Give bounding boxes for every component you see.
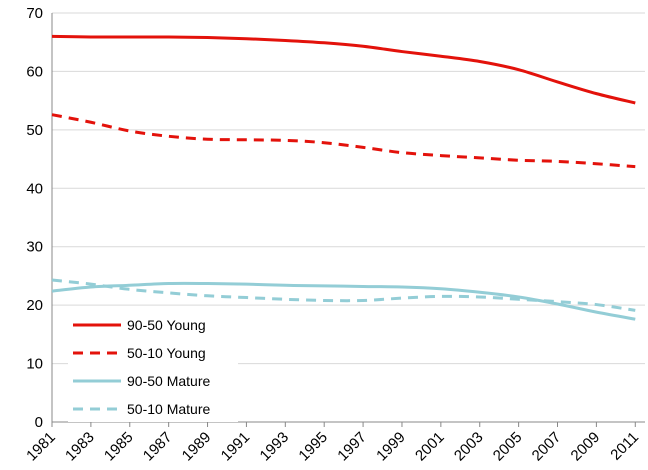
x-tick-label-2001: 2001 bbox=[412, 429, 448, 465]
series-lines bbox=[51, 34, 636, 321]
x-tick-label-1987: 1987 bbox=[140, 429, 176, 465]
series-line-50-10-young bbox=[51, 113, 636, 169]
x-tick-label-2003: 2003 bbox=[451, 429, 487, 465]
series-line-50-10-mature bbox=[51, 278, 636, 312]
legend: 90-50 Young 50-10 Young 90-50 Mature 50-10 … bbox=[68, 312, 238, 422]
x-tick-label-2009: 2009 bbox=[568, 429, 604, 465]
y-tick-label-20: 20 bbox=[26, 297, 43, 314]
y-tick-label-50: 50 bbox=[26, 122, 43, 139]
x-tick-label-2007: 2007 bbox=[529, 429, 565, 465]
legend-background bbox=[68, 312, 238, 422]
y-tick-label-0: 0 bbox=[35, 414, 43, 431]
legend-label-90-50-young: 90-50 Young bbox=[127, 317, 206, 333]
x-tick-label-1981: 1981 bbox=[23, 429, 59, 465]
x-tick-label-1997: 1997 bbox=[334, 429, 370, 465]
x-tick-label-1983: 1983 bbox=[62, 429, 98, 465]
series-line-90-50-young bbox=[51, 34, 636, 105]
x-tick-label-2005: 2005 bbox=[490, 429, 526, 465]
legend-label-50-10-young: 50-10 Young bbox=[127, 345, 206, 361]
y-tick-label-10: 10 bbox=[26, 356, 43, 373]
x-tick-label-1985: 1985 bbox=[101, 429, 137, 465]
x-tick-label-1993: 1993 bbox=[257, 429, 293, 465]
series-line-90-50-mature bbox=[51, 281, 636, 321]
legend-label-90-50-mature: 90-50 Mature bbox=[127, 373, 210, 389]
gridlines bbox=[52, 12, 645, 365]
x-tick-label-1989: 1989 bbox=[179, 429, 215, 465]
legend-label-50-10-mature: 50-10 Mature bbox=[127, 401, 210, 417]
x-tick-labels: 1981 1983 1985 1987 1989 1991 1993 1995 1997 1999… bbox=[23, 429, 642, 465]
y-tick-label-70: 70 bbox=[26, 5, 43, 22]
y-tick-label-30: 30 bbox=[26, 239, 43, 256]
x-tick-label-1995: 1995 bbox=[295, 429, 331, 465]
x-tick-label-2011: 2011 bbox=[607, 429, 642, 464]
y-tick-label-40: 40 bbox=[26, 180, 43, 197]
y-tick-label-60: 60 bbox=[26, 63, 43, 80]
y-tick-labels: 0 10 20 30 40 50 60 70 bbox=[26, 5, 43, 431]
x-tick-label-1999: 1999 bbox=[373, 429, 409, 465]
x-tick-label-1991: 1991 bbox=[218, 429, 254, 465]
